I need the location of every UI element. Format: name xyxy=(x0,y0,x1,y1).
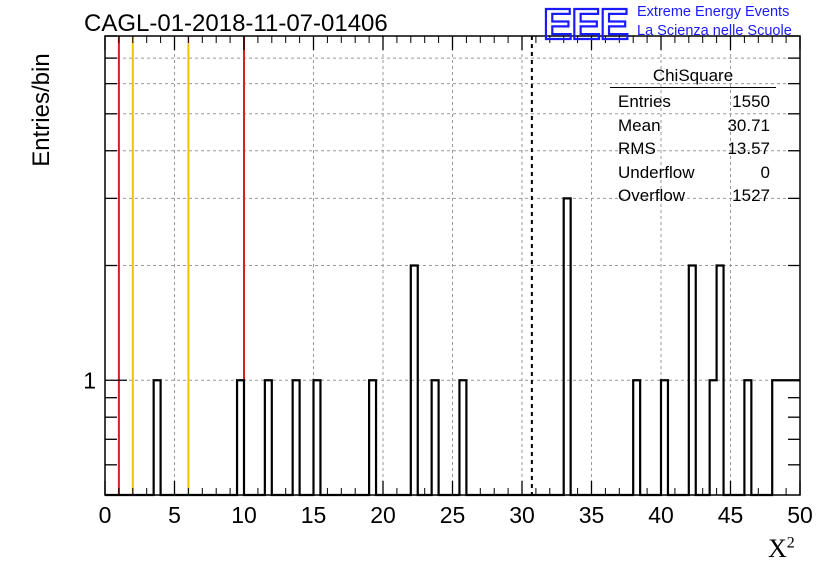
stats-label: Entries xyxy=(618,92,671,111)
x-tick-label: 5 xyxy=(168,502,181,528)
stats-label: Mean xyxy=(618,115,661,135)
stats-label: Underflow xyxy=(618,162,695,182)
x-axis-label-sup: 2 xyxy=(786,534,795,552)
x-tick-label: 25 xyxy=(440,502,466,528)
x-tick-label: 45 xyxy=(718,502,744,528)
eee-logo-mark: EEE xyxy=(542,0,630,50)
histogram-bar xyxy=(710,380,717,495)
x-axis-label: X2 xyxy=(768,534,795,564)
eee-logo: EEE xyxy=(542,0,633,50)
stats-row: Entries 1550 xyxy=(610,90,776,114)
stats-title: ChiSquare xyxy=(610,66,776,88)
chart-title: CAGL-01-2018-11-07-01406 xyxy=(84,10,388,37)
stats-label: RMS xyxy=(618,139,656,158)
histogram-bar xyxy=(633,380,640,495)
x-tick-label: 30 xyxy=(509,502,535,528)
histogram-bar xyxy=(369,380,376,495)
x-tick-label: 15 xyxy=(301,502,327,528)
histogram-bar xyxy=(564,198,571,495)
stats-row: Mean 30.71 xyxy=(610,114,776,138)
histogram-bar xyxy=(237,380,244,495)
histogram-bar xyxy=(717,266,724,496)
histogram-bar xyxy=(459,380,466,495)
eee-logo-text: EEE xyxy=(543,2,628,44)
logo-line-1: Extreme Energy Events xyxy=(637,4,790,20)
x-tick-label: 20 xyxy=(370,502,396,528)
x-axis-label-base: X xyxy=(768,534,787,563)
stats-value: 1550 xyxy=(732,92,770,111)
y-axis-label: Entries/bin xyxy=(28,53,55,167)
histogram-bar xyxy=(661,380,668,495)
histogram-bar xyxy=(293,380,300,495)
stats-box: ChiSquare Entries 1550 Mean 30.71 RMS 13.57… xyxy=(610,66,776,208)
x-tick-label: 10 xyxy=(231,502,257,528)
stats-label: Overflow xyxy=(618,186,686,205)
histogram-bar xyxy=(432,380,439,495)
stats-value: 13.57 xyxy=(727,139,770,158)
x-tick-label: 0 xyxy=(99,502,112,528)
histogram-bar xyxy=(744,380,751,495)
x-tick-label: 40 xyxy=(648,502,674,528)
logo-line-2: La Scienza nelle Scuole xyxy=(637,23,792,39)
x-tick-label: 50 xyxy=(787,502,813,528)
stats-row: Overflow 1527 xyxy=(610,184,776,208)
histogram-bar xyxy=(314,380,321,495)
histogram-bar xyxy=(154,380,161,495)
histogram-bar xyxy=(411,266,418,496)
y-tick-label: 1 xyxy=(83,367,96,393)
stats-row: RMS 13.57 xyxy=(610,137,776,161)
histogram-bar xyxy=(779,380,786,495)
stats-value: 1527 xyxy=(732,186,770,205)
x-tick-label: 35 xyxy=(579,502,605,528)
stats-row: Underflow 0 xyxy=(610,161,776,185)
stats-value: 30.71 xyxy=(727,115,770,135)
histogram-bar xyxy=(689,266,696,496)
histogram-bar xyxy=(265,380,272,495)
stats-value: 0 xyxy=(760,162,770,182)
histogram-bar xyxy=(772,380,779,495)
